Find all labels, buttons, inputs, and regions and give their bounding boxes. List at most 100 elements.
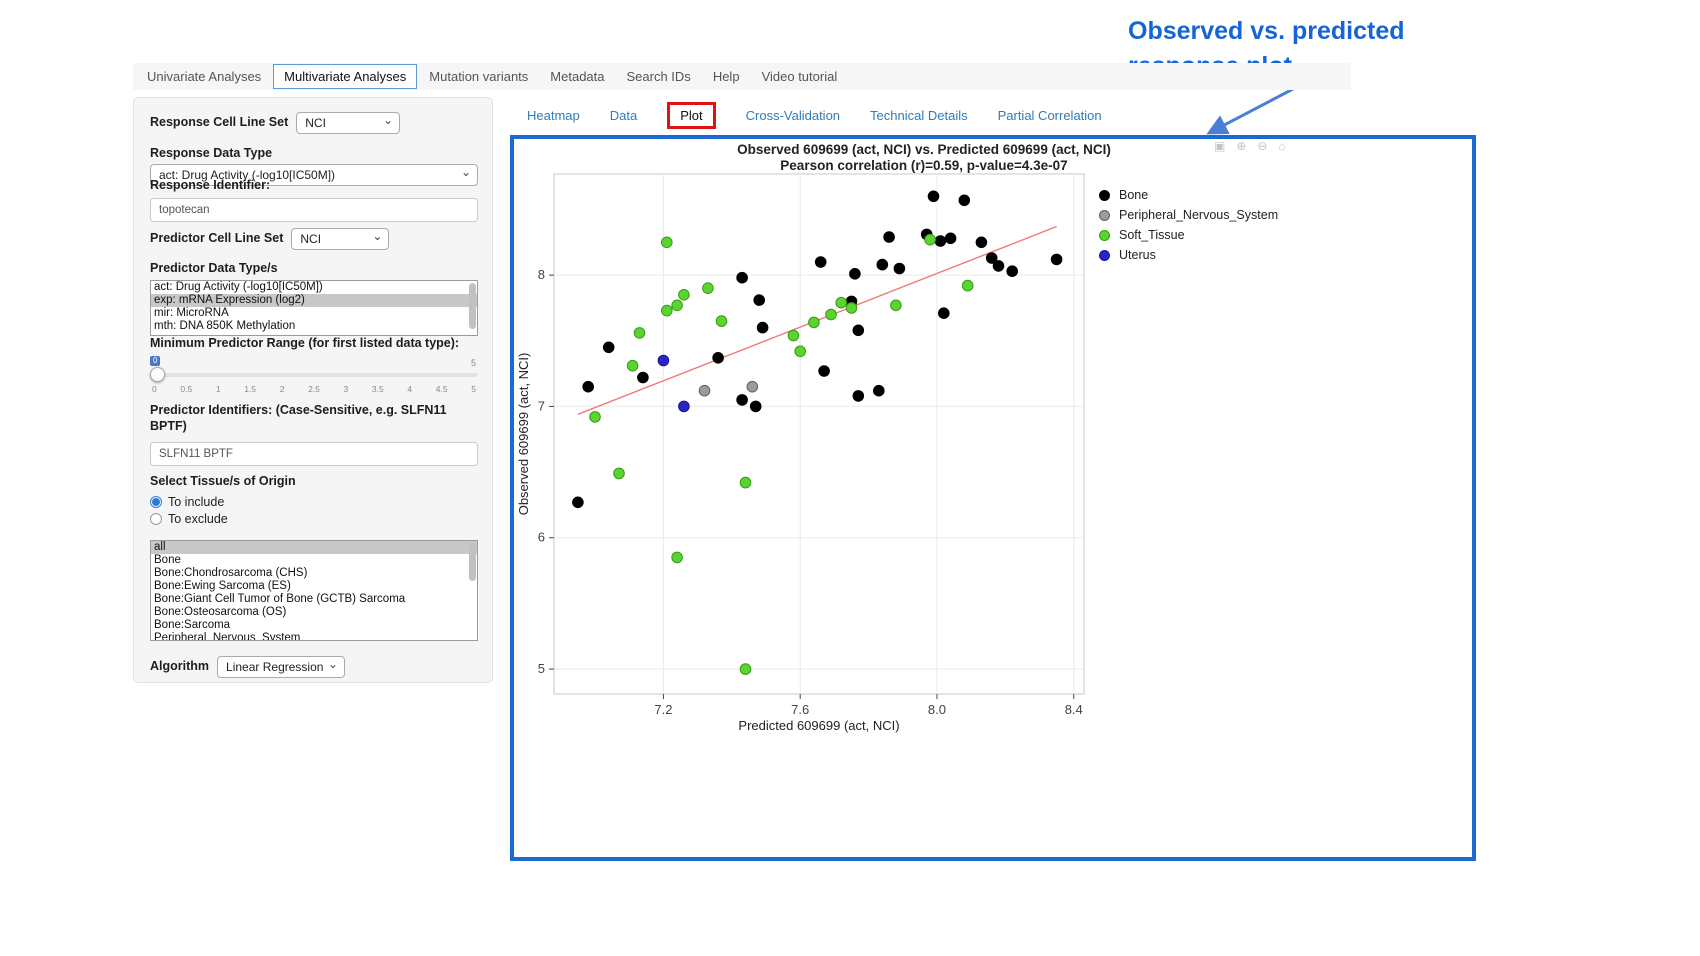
tab-cross-validation[interactable]: Cross-Validation — [745, 108, 841, 123]
data-point-bone[interactable] — [958, 194, 971, 207]
data-point-bone[interactable] — [852, 390, 865, 402]
data-point-soft-tissue[interactable] — [825, 308, 837, 321]
data-point-bone[interactable] — [736, 394, 748, 406]
top-nav-search-ids[interactable]: Search IDs — [626, 69, 691, 84]
algorithm-select[interactable]: Linear Regression — [217, 656, 346, 678]
data-point-bone[interactable] — [944, 232, 957, 245]
tissue-option-bone-sarcoma[interactable]: Bone:Sarcoma — [154, 619, 231, 631]
tab-plot[interactable]: Plot — [667, 102, 716, 129]
data-point-soft-tissue[interactable] — [671, 299, 683, 312]
top-nav-help[interactable]: Help — [712, 69, 740, 84]
response-data-type-select[interactable]: act: Drug Activity (-log10[IC50M]) — [150, 163, 478, 186]
data-point-soft-tissue[interactable] — [626, 359, 639, 372]
tissue-option-peripheral-nervous-system[interactable]: Peripheral_Nervous_System — [154, 632, 301, 641]
tissue-option-bone[interactable]: Bone — [154, 554, 181, 566]
data-point-bone[interactable] — [927, 190, 940, 203]
response-cell-line-set-select[interactable]: NCI — [296, 112, 401, 134]
legend-item-uterus[interactable]: Uterus — [1099, 245, 1278, 265]
data-point-bone[interactable] — [637, 371, 649, 384]
data-point-peripheral-nervous-system[interactable] — [746, 380, 759, 393]
top-nav-univariate-analyses[interactable]: Univariate Analyses — [147, 69, 262, 84]
data-point-bone[interactable] — [736, 271, 748, 284]
data-point-soft-tissue[interactable] — [787, 329, 800, 342]
data-point-bone[interactable] — [873, 384, 885, 397]
tissue-option-bone-chondrosarcoma-chs[interactable]: Bone:Chondrosarcoma (CHS) — [154, 567, 308, 579]
home-icon[interactable]: ⌂ — [1278, 139, 1286, 153]
tab-partial-correlation[interactable]: Partial Correlation — [997, 108, 1102, 123]
data-point-soft-tissue[interactable] — [845, 302, 858, 314]
tissue-option-bone-ewing-sarcoma-es[interactable]: Bone:Ewing Sarcoma (ES) — [154, 580, 291, 592]
data-point-soft-tissue[interactable] — [633, 327, 646, 339]
legend-item-soft-tissue[interactable]: Soft_Tissue — [1099, 225, 1278, 245]
data-point-uterus[interactable] — [657, 354, 670, 367]
top-nav-metadata[interactable]: Metadata — [550, 69, 605, 84]
camera-icon[interactable]: ▣ — [1214, 139, 1226, 153]
data-point-bone[interactable] — [712, 352, 724, 364]
data-point-soft-tissue[interactable] — [739, 476, 752, 489]
data-point-soft-tissue[interactable] — [890, 299, 902, 312]
tissue-exclude-radio[interactable]: To exclude — [150, 511, 478, 528]
legend-item-bone[interactable]: Bone — [1099, 185, 1278, 205]
tissue-option-all[interactable]: all — [151, 541, 477, 554]
data-point-bone[interactable] — [992, 260, 1005, 272]
slider-track[interactable] — [150, 372, 478, 377]
data-point-bone[interactable] — [749, 400, 762, 413]
data-point-bone[interactable] — [883, 231, 895, 243]
data-point-soft-tissue[interactable] — [661, 236, 673, 249]
predictor-data-type-option-mir-microrna[interactable]: mir: MicroRNA — [154, 306, 229, 319]
tissue-option-bone-giant-cell-tumor-of-bone-gctb-sarcoma[interactable]: Bone:Giant Cell Tumor of Bone (GCTB) Sar… — [154, 593, 406, 605]
data-point-bone[interactable] — [1006, 265, 1019, 277]
data-point-bone[interactable] — [893, 262, 906, 275]
data-point-bone[interactable] — [852, 324, 865, 337]
data-point-uterus[interactable] — [678, 400, 690, 413]
legend-item-peripheral-nervous-system[interactable]: Peripheral_Nervous_System — [1099, 205, 1278, 225]
data-point-bone[interactable] — [934, 235, 947, 247]
predictor-data-type-option-mth-dna-850k-methylation[interactable]: mth: DNA 850K Methylation — [154, 319, 296, 332]
tab-heatmap[interactable]: Heatmap — [527, 108, 580, 123]
data-point-peripheral-nervous-system[interactable] — [698, 384, 711, 397]
data-point-soft-tissue[interactable] — [961, 279, 974, 292]
tab-data[interactable]: Data — [609, 108, 638, 123]
data-point-bone[interactable] — [756, 321, 769, 334]
predictor-data-types-listbox[interactable]: act: Drug Activity (-log10[IC50M]) exp: m… — [150, 279, 478, 336]
data-point-bone[interactable] — [1050, 253, 1063, 266]
top-nav-mutation-variants[interactable]: Mutation variants — [429, 69, 529, 84]
data-point-bone[interactable] — [582, 380, 594, 393]
top-nav-video-tutorial[interactable]: Video tutorial — [761, 69, 838, 84]
data-point-soft-tissue[interactable] — [589, 411, 601, 423]
data-point-soft-tissue[interactable] — [715, 315, 728, 327]
predictor-data-type-option-exp-mrna-expression-log2[interactable]: exp: mRNA Expression (log2) — [151, 293, 477, 307]
data-point-soft-tissue[interactable] — [808, 316, 820, 329]
zoom-in-icon[interactable]: ⊕ — [1236, 139, 1247, 153]
data-point-soft-tissue[interactable] — [678, 289, 690, 301]
data-point-soft-tissue[interactable] — [702, 282, 714, 294]
data-point-bone[interactable] — [753, 294, 765, 306]
data-point-bone[interactable] — [814, 256, 827, 268]
data-point-soft-tissue[interactable] — [671, 551, 683, 564]
top-nav-multivariate-analyses[interactable]: Multivariate Analyses — [273, 64, 418, 89]
response-identifier-input[interactable] — [150, 197, 478, 222]
data-point-bone[interactable] — [938, 307, 950, 319]
data-point-soft-tissue[interactable] — [661, 304, 673, 317]
data-point-soft-tissue[interactable] — [835, 296, 848, 309]
tab-technical-details[interactable]: Technical Details — [870, 108, 968, 123]
listbox-scrollbar[interactable] — [469, 543, 476, 581]
data-point-soft-tissue[interactable] — [924, 233, 936, 246]
data-point-soft-tissue[interactable] — [613, 467, 625, 480]
min-predictor-range-slider[interactable]: 0 5 0 0.5 1 1.5 2 2.5 3 3.5 4 4.5 5 — [150, 355, 478, 398]
predictor-identifiers-input[interactable] — [150, 442, 478, 467]
data-point-bone[interactable] — [985, 252, 998, 264]
tissue-include-radio[interactable]: To include — [150, 494, 478, 511]
listbox-scrollbar[interactable] — [469, 282, 476, 329]
data-point-bone[interactable] — [849, 268, 861, 280]
data-point-soft-tissue[interactable] — [739, 663, 752, 675]
data-point-bone[interactable] — [876, 258, 889, 271]
data-point-bone[interactable] — [572, 496, 584, 509]
data-point-bone[interactable] — [602, 341, 615, 354]
data-point-bone[interactable] — [818, 365, 830, 377]
predictor-data-type-option-act-drug-activity-log10-ic50m[interactable]: act: Drug Activity (-log10[IC50M]) — [154, 280, 323, 293]
data-point-bone[interactable] — [975, 236, 988, 249]
zoom-out-icon[interactable]: ⊖ — [1257, 139, 1268, 153]
predictor-cell-line-set-select[interactable]: NCI — [291, 228, 390, 250]
data-point-soft-tissue[interactable] — [794, 345, 807, 358]
